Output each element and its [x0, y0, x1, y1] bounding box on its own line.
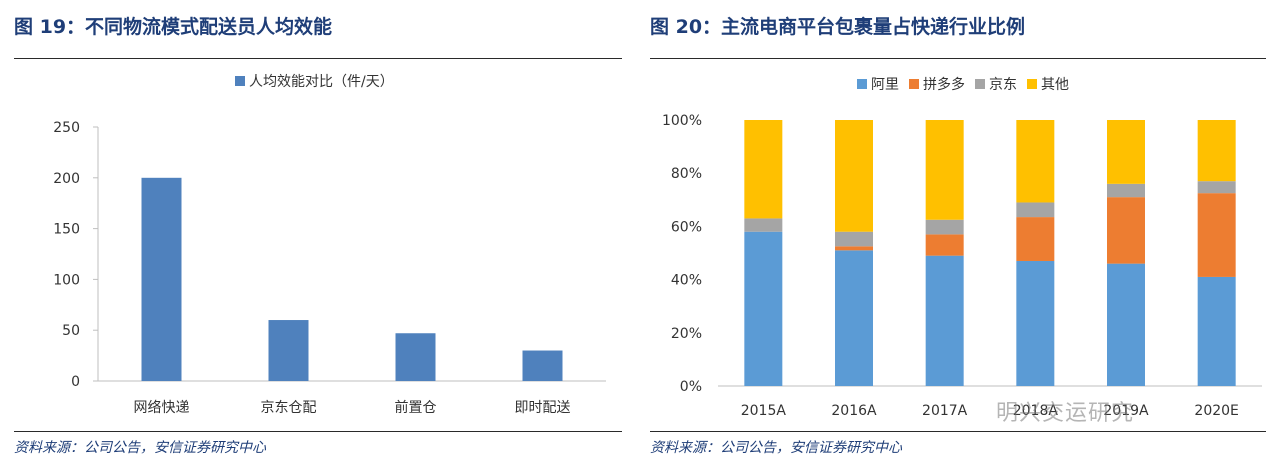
figure-19-source: 资料来源：公司公告，安信证券研究中心: [14, 440, 266, 456]
y-tick-label: 150: [53, 222, 80, 238]
y-tick-label: 100: [53, 272, 80, 288]
bar-segment: [835, 231, 873, 247]
legend-label: 其他: [1041, 77, 1069, 93]
legend-label: 人均效能对比（件/天）: [249, 74, 394, 90]
bar-segment: [1016, 120, 1055, 203]
legend: 人均效能对比（件/天）: [235, 74, 394, 90]
figure-20-top-rule: [650, 58, 1266, 59]
y-tick-label: 40%: [671, 273, 702, 289]
y-tick-label: 0: [71, 374, 80, 390]
figure-19-bottom-rule: [14, 431, 622, 432]
x-tick-label: 2017A: [922, 403, 968, 419]
y-tick-label: 0%: [680, 379, 702, 395]
x-tick-label: 京东仓配: [261, 400, 317, 416]
legend-label: 阿里: [871, 77, 899, 93]
legend: 阿里 拼多多 京东 其他: [857, 76, 1069, 93]
y-tick-label: 200: [53, 171, 80, 187]
legend-swatch: [909, 79, 919, 89]
bar-segment: [744, 120, 783, 219]
legend-swatch: [857, 79, 867, 89]
bar-segment: [1107, 197, 1145, 264]
y-tick-label: 250: [53, 120, 80, 136]
legend-swatch: [975, 79, 985, 89]
legend-swatch: [235, 76, 245, 86]
bar: [141, 177, 182, 381]
y-tick-label: 80%: [671, 166, 702, 182]
bar-segment: [1197, 181, 1236, 194]
bar-segment: [835, 246, 873, 251]
legend-swatch: [1027, 79, 1037, 89]
x-tick-label: 2018A: [1013, 403, 1059, 419]
bar-segment: [1197, 193, 1236, 277]
x-tick-label: 2015A: [741, 403, 787, 419]
parcel-share-stacked-bar-chart: 阿里 拼多多 京东 其他 0% 20% 40% 60% 80% 100% 2015A 2016A 201…: [662, 76, 1262, 419]
bar-segment: [925, 234, 964, 256]
bar-segment: [1197, 276, 1236, 386]
bar-segment: [1016, 217, 1055, 261]
y-tick-label: 100%: [662, 113, 702, 129]
bar-segment: [835, 250, 873, 386]
y-tick-label: 60%: [671, 219, 702, 235]
bar-segment: [925, 255, 964, 386]
legend-label: 拼多多: [923, 76, 965, 93]
figure-20-source: 资料来源：公司公告，安信证券研究中心: [650, 440, 902, 456]
figure-19-top-rule: [14, 58, 622, 59]
bar-segment: [925, 219, 964, 235]
bar-segment: [744, 218, 783, 232]
x-tick-label: 即时配送: [515, 400, 571, 416]
figure-20-panel: 图 20：主流电商平台包裹量占快递行业比例 阿里 拼多多 京东 其他 0% 20% 40% 6…: [650, 0, 1266, 471]
bar: [522, 350, 563, 381]
figure-19-panel: 图 19：不同物流模式配送员人均效能 人均效能对比（件/天） 0 50 100 150 2…: [14, 0, 622, 471]
x-tick-label: 2020E: [1194, 403, 1238, 419]
bar-segment: [1107, 120, 1145, 184]
bar-segment: [1107, 263, 1145, 386]
x-tick-label: 前置仓: [395, 399, 437, 416]
legend-label: 京东: [989, 77, 1017, 93]
figure-20-title: 图 20：主流电商平台包裹量占快递行业比例: [650, 16, 1026, 38]
bar-segment: [1107, 183, 1145, 198]
bar-segment: [1016, 260, 1055, 386]
x-tick-label: 网络快递: [134, 400, 190, 416]
bar-segment: [925, 120, 964, 220]
bar-segment: [1197, 120, 1236, 182]
bar-segment: [744, 231, 783, 386]
x-tick-label: 2019A: [1103, 403, 1149, 419]
y-tick-label: 50: [62, 323, 80, 339]
figure-19-title: 图 19：不同物流模式配送员人均效能: [14, 16, 333, 38]
bar-segment: [1016, 202, 1055, 218]
watermark-text: 明兴交运研究: [996, 401, 1135, 426]
x-tick-label: 2016A: [831, 403, 877, 419]
y-tick-label: 20%: [671, 326, 702, 342]
delivery-efficiency-bar-chart: 人均效能对比（件/天） 0 50 100 150 200 250 网络快递 京东仓配 前置仓 即时配…: [53, 74, 606, 416]
figure-20-bottom-rule: [650, 431, 1266, 432]
bar: [268, 320, 309, 381]
bar-segment: [835, 120, 873, 232]
bar: [395, 333, 436, 381]
